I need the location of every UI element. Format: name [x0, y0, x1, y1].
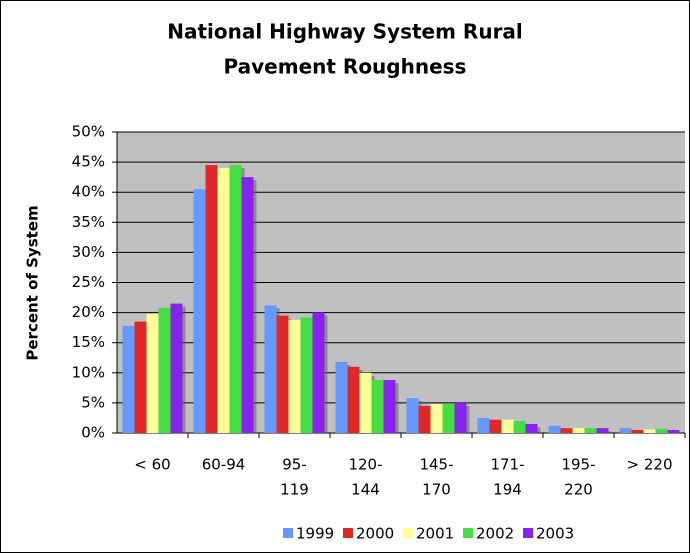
- bar: [655, 428, 668, 433]
- x-tick-label: 95-: [282, 456, 307, 474]
- bar: [525, 423, 538, 433]
- bar: [442, 404, 455, 433]
- bar: [596, 428, 609, 433]
- bar: [667, 429, 680, 433]
- bar: [572, 428, 585, 433]
- bar: [288, 319, 301, 433]
- legend-swatch: [403, 528, 413, 538]
- y-tick-label: 15%: [72, 333, 105, 351]
- bar: [335, 361, 348, 433]
- bar: [122, 325, 135, 433]
- bar: [276, 315, 289, 433]
- y-tick-label: 25%: [72, 273, 105, 291]
- bar: [406, 398, 419, 433]
- legend-label: 2003: [536, 525, 574, 543]
- bar: [170, 303, 183, 433]
- x-tick-label: 119: [280, 481, 309, 499]
- y-tick-label: 5%: [81, 393, 105, 411]
- y-tick-label: 40%: [72, 183, 105, 201]
- legend-label: 2002: [476, 525, 514, 543]
- legend-label: 2000: [356, 525, 394, 543]
- bar: [229, 165, 242, 434]
- legend-swatch: [343, 528, 353, 538]
- bar: [631, 429, 644, 433]
- x-tick-label: > 220: [627, 456, 673, 474]
- x-tick-label: 194: [493, 481, 522, 499]
- y-tick-label: 20%: [72, 303, 105, 321]
- x-tick-label: 144: [351, 481, 380, 499]
- legend-label: 2001: [416, 525, 454, 543]
- bar: [217, 168, 230, 433]
- y-axis-label: Percent of System: [24, 205, 42, 360]
- bar: [548, 425, 561, 433]
- x-tick-label: < 60: [134, 456, 170, 474]
- bar: [513, 420, 526, 433]
- bar: [454, 402, 467, 433]
- x-tick-label: 170: [422, 481, 451, 499]
- bar: [312, 312, 325, 433]
- bar: [359, 372, 372, 433]
- bar: [347, 366, 360, 433]
- bar: [643, 429, 656, 433]
- bar: [383, 380, 396, 433]
- x-tick-label: 195-: [561, 456, 595, 474]
- bar: [619, 428, 632, 433]
- y-tick-label: 30%: [72, 243, 105, 261]
- y-tick-label: 50%: [72, 123, 105, 141]
- bar: [489, 419, 502, 433]
- bar: [430, 404, 443, 433]
- bar: [193, 189, 206, 433]
- x-tick-label: 120-: [348, 456, 382, 474]
- x-tick-label: 145-: [419, 456, 453, 474]
- bar: [158, 307, 171, 433]
- bar: [418, 405, 431, 433]
- y-tick-label: 35%: [72, 213, 105, 231]
- bar: [134, 321, 147, 433]
- x-tick-label: 220: [564, 481, 593, 499]
- x-tick-label: 60-94: [202, 456, 246, 474]
- bar: [477, 417, 490, 433]
- chart-title: National Highway System Rural: [167, 20, 523, 44]
- bar: [584, 428, 597, 433]
- bar: [146, 313, 159, 433]
- legend-swatch: [283, 528, 293, 538]
- bar: [501, 419, 514, 433]
- y-tick-label: 0%: [81, 424, 105, 442]
- bar: [371, 380, 384, 433]
- legend-swatch: [523, 528, 533, 538]
- y-tick-label: 45%: [72, 153, 105, 171]
- bar: [205, 165, 218, 434]
- legend-label: 1999: [296, 525, 334, 543]
- bar: [300, 317, 313, 433]
- bar: [560, 428, 573, 433]
- bar: [264, 305, 277, 433]
- bar: [241, 177, 254, 433]
- legend-swatch: [463, 528, 473, 538]
- chart-title: Pavement Roughness: [224, 55, 467, 79]
- y-tick-label: 10%: [72, 363, 105, 381]
- x-tick-label: 171-: [490, 456, 524, 474]
